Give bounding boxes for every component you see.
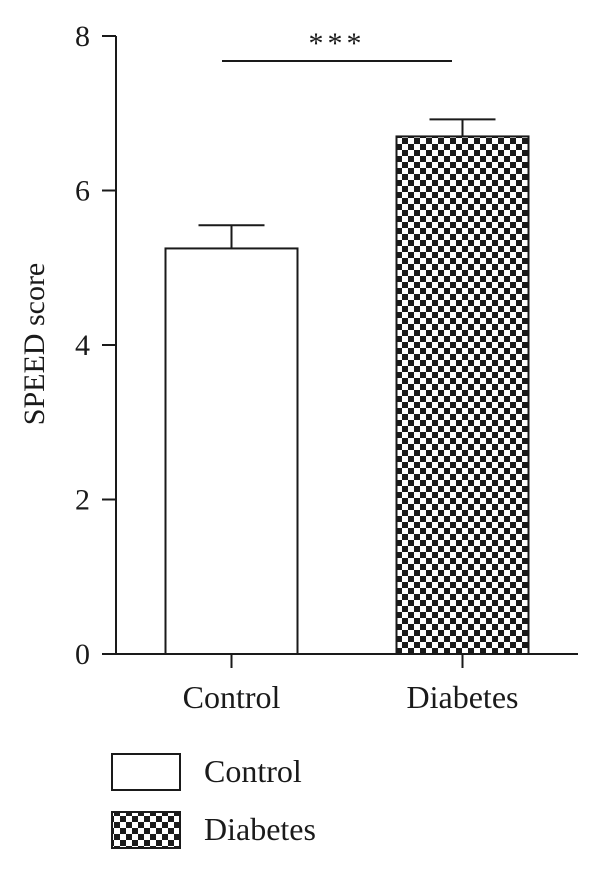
bar-diabetes xyxy=(395,135,530,656)
x-tick-label-control: Control xyxy=(183,679,281,715)
y-tick-label: 0 xyxy=(75,638,90,671)
x-tick-label-diabetes: Diabetes xyxy=(407,679,519,715)
x-axis: Control Diabetes xyxy=(116,653,578,715)
y-tick-label: 6 xyxy=(75,175,90,208)
legend-label-control: Control xyxy=(204,753,302,789)
legend: Control Diabetes xyxy=(111,753,316,849)
y-axis-label: SPEED score xyxy=(18,263,51,425)
significance-label: *** xyxy=(309,27,366,60)
legend-swatch-diabetes xyxy=(111,811,181,849)
y-tick-label: 4 xyxy=(75,329,90,362)
bars xyxy=(164,135,530,656)
bar-control xyxy=(164,247,299,655)
legend-label-diabetes: Diabetes xyxy=(204,811,316,847)
y-axis: 0 2 4 6 8 xyxy=(75,20,117,671)
legend-swatch-control xyxy=(111,753,181,791)
error-bars xyxy=(198,118,496,249)
y-tick-label: 8 xyxy=(75,20,90,53)
y-tick-label: 2 xyxy=(75,484,90,517)
significance-annotation: *** xyxy=(222,27,452,62)
